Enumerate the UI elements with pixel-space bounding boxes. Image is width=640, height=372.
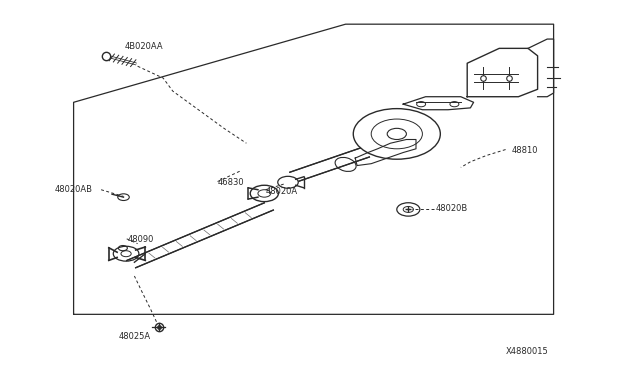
Text: 48020A: 48020A (266, 187, 298, 196)
Text: 46830: 46830 (218, 178, 244, 187)
Text: 48020AB: 48020AB (54, 185, 92, 194)
Text: 48025A: 48025A (118, 332, 150, 341)
Text: 48020B: 48020B (435, 204, 467, 213)
Text: 48810: 48810 (512, 146, 538, 155)
Polygon shape (127, 203, 273, 268)
Text: X4880015: X4880015 (506, 347, 548, 356)
Text: 4B020AA: 4B020AA (125, 42, 163, 51)
Polygon shape (290, 148, 369, 181)
Text: 48090: 48090 (128, 235, 154, 244)
